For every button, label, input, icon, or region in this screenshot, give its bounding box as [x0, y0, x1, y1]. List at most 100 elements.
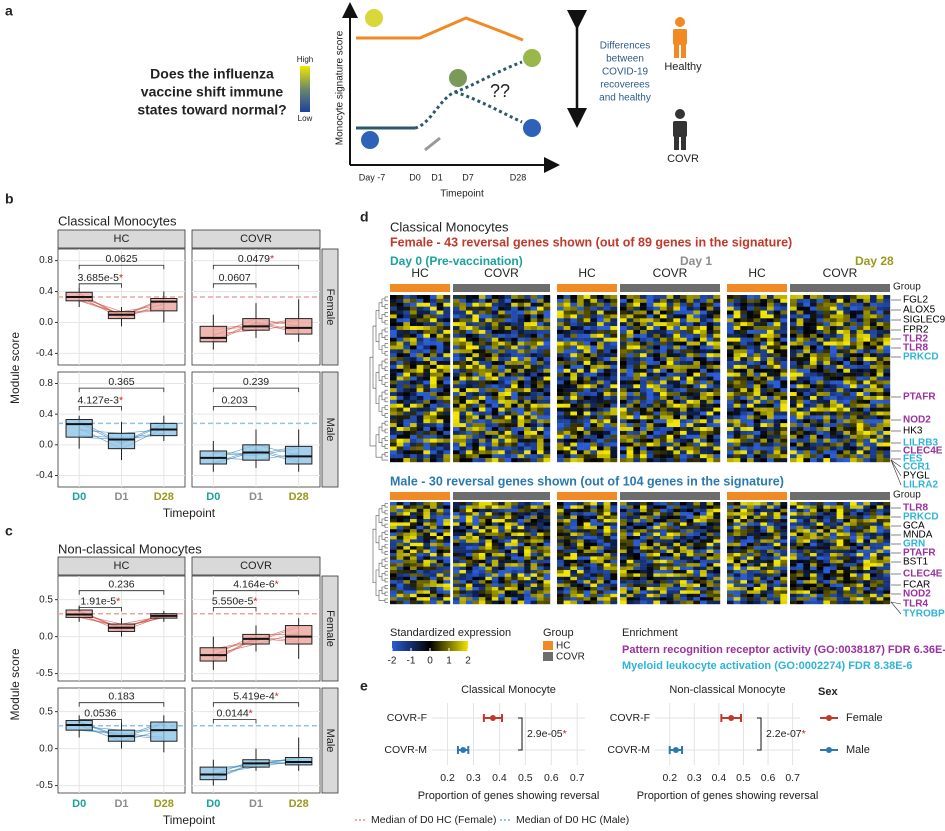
heatmap-cell: [843, 361, 850, 365]
heatmap-cell: [423, 590, 430, 594]
p-value: 5.550e-5*: [212, 595, 258, 607]
heatmap-cell: [524, 443, 531, 447]
heatmap-cell: [673, 307, 680, 311]
heatmap-cell: [453, 345, 460, 349]
heatmap-cell: [604, 543, 611, 547]
heatmap-cell: [627, 419, 634, 423]
heatmap-cell: [410, 439, 417, 443]
heatmap-cell: [485, 435, 492, 439]
heatmap-cell: [680, 322, 687, 326]
heatmap-cell: [584, 423, 591, 427]
cell-icon: [523, 49, 541, 67]
heatmap-cell: [713, 505, 720, 509]
heatmap-cell: [870, 373, 877, 377]
heatmap-cell: [437, 570, 444, 574]
heatmap-cell: [870, 357, 877, 361]
x-tick-label: D0: [72, 491, 86, 503]
heatmap-cell: [492, 577, 499, 581]
heatmap-cell: [492, 550, 499, 554]
heatmap-cell: [707, 553, 714, 557]
heatmap-cell: [397, 342, 404, 346]
heatmap-cell: [498, 400, 505, 404]
heatmap-cell: [466, 590, 473, 594]
heatmap-cell: [590, 322, 597, 326]
heatmap-cell: [640, 526, 647, 530]
heatmap-cell: [410, 349, 417, 353]
heatmap-cell: [564, 365, 571, 369]
heatmap-cell: [544, 373, 551, 377]
heatmap-cell: [693, 369, 700, 373]
score-scale: [300, 66, 310, 112]
heatmap-cell: [653, 342, 660, 346]
heatmap-cell: [423, 573, 430, 577]
heatmap-cell: [570, 570, 577, 574]
heatmap-cell: [647, 349, 654, 353]
heatmap-cell: [590, 396, 597, 400]
heatmap-cell: [403, 539, 410, 543]
heatmap-cell: [843, 423, 850, 427]
heatmap-cell: [518, 502, 525, 506]
heatmap-cell: [767, 330, 774, 334]
heatmap-cell: [673, 384, 680, 388]
heatmap-cell: [647, 519, 654, 523]
heatmap-cell: [437, 563, 444, 567]
heatmap-cell: [437, 550, 444, 554]
heatmap-cell: [653, 349, 660, 353]
x-tick-label: D28: [154, 798, 174, 810]
heatmap-cell: [740, 303, 747, 307]
heatmap-cell: [673, 539, 680, 543]
p-value-star: *: [116, 595, 120, 607]
heatmap-cell: [485, 295, 492, 299]
heatmap-cell: [640, 318, 647, 322]
heatmap-cell: [430, 577, 437, 581]
heatmap-cell: [466, 516, 473, 520]
heatmap-cell: [633, 373, 640, 377]
heatmap-cell: [570, 311, 577, 315]
heatmap-cell: [647, 570, 654, 574]
heatmap-cell: [660, 342, 667, 346]
heatmap-cell: [443, 342, 450, 346]
heatmap-cell: [837, 384, 844, 388]
heatmap-cell: [505, 505, 512, 509]
heatmap-cell: [760, 400, 767, 404]
heatmap-cell: [492, 450, 499, 454]
heatmap-cell: [660, 404, 667, 408]
heatmap-cell: [610, 443, 617, 447]
heatmap-cell: [660, 408, 667, 412]
heatmap-cell: [498, 563, 505, 567]
heatmap-cell: [459, 597, 466, 601]
heatmap-cell: [780, 330, 787, 334]
heatmap-cell: [693, 353, 700, 357]
heatmap-cell: [647, 556, 654, 560]
heatmap-cell: [640, 587, 647, 591]
heatmap-cell: [590, 450, 597, 454]
heatmap-cell: [518, 594, 525, 598]
heatmap-cell: [498, 573, 505, 577]
heatmap-cell: [857, 373, 864, 377]
heatmap-cell: [883, 365, 890, 369]
heatmap-cell: [667, 516, 674, 520]
heatmap-cell: [453, 326, 460, 330]
heatmap-cell: [557, 361, 564, 365]
heatmap-cell: [604, 446, 611, 450]
heatmap-cell: [747, 502, 754, 506]
heatmap-cell: [780, 443, 787, 447]
heatmap-cell: [570, 314, 577, 318]
heatmap-cell: [397, 423, 404, 427]
heatmap-cell: [700, 533, 707, 537]
scale-low: Low: [298, 114, 313, 123]
heatmap-cell: [790, 377, 797, 381]
heatmap-cell: [754, 353, 761, 357]
heatmap-cell: [511, 597, 518, 601]
heatmap-cell: [797, 373, 804, 377]
heatmap-cell: [640, 373, 647, 377]
heatmap-cell: [459, 384, 466, 388]
heatmap-cell: [727, 408, 734, 412]
heatmap-cell: [498, 388, 505, 392]
heatmap-cell: [850, 408, 857, 412]
heatmap-cell: [817, 415, 824, 419]
heatmap-cell: [590, 543, 597, 547]
heatmap-cell: [537, 303, 544, 307]
heatmap-cell: [505, 573, 512, 577]
heatmap-cell: [505, 446, 512, 450]
